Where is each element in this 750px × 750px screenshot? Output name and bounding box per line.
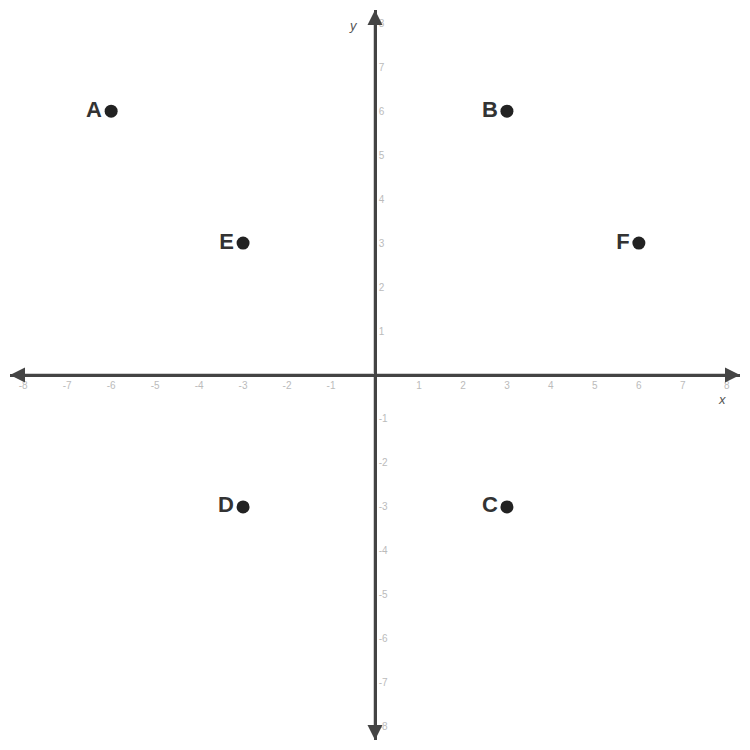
svg-text:-6: -6 xyxy=(107,380,116,391)
svg-text:1: 1 xyxy=(379,326,385,337)
svg-text:-2: -2 xyxy=(283,380,292,391)
svg-text:6: 6 xyxy=(636,380,642,391)
svg-text:-5: -5 xyxy=(379,589,388,600)
svg-text:y: y xyxy=(349,18,358,33)
svg-text:8: 8 xyxy=(724,380,730,391)
svg-text:-4: -4 xyxy=(379,545,388,556)
svg-text:4: 4 xyxy=(379,194,385,205)
svg-text:-5: -5 xyxy=(151,380,160,391)
svg-text:D: D xyxy=(218,492,234,517)
svg-text:-6: -6 xyxy=(379,633,388,644)
svg-text:7: 7 xyxy=(680,380,686,391)
svg-text:5: 5 xyxy=(592,380,598,391)
svg-text:3: 3 xyxy=(504,380,510,391)
svg-text:A: A xyxy=(86,97,102,122)
svg-text:-3: -3 xyxy=(239,380,248,391)
svg-text:-1: -1 xyxy=(327,380,336,391)
svg-text:2: 2 xyxy=(460,380,466,391)
svg-text:-8: -8 xyxy=(379,721,388,732)
svg-text:2: 2 xyxy=(379,282,385,293)
svg-text:4: 4 xyxy=(548,380,554,391)
svg-text:x: x xyxy=(718,392,726,407)
svg-text:1: 1 xyxy=(416,380,422,391)
svg-text:E: E xyxy=(219,229,234,254)
svg-text:3: 3 xyxy=(379,238,385,249)
svg-text:6: 6 xyxy=(379,106,385,117)
svg-text:5: 5 xyxy=(379,150,385,161)
svg-text:-1: -1 xyxy=(379,413,388,424)
svg-text:-4: -4 xyxy=(195,380,204,391)
svg-text:-8: -8 xyxy=(19,380,28,391)
svg-text:7: 7 xyxy=(379,62,385,73)
svg-text:-3: -3 xyxy=(379,501,388,512)
svg-text:-7: -7 xyxy=(63,380,72,391)
svg-text:C: C xyxy=(482,492,498,517)
svg-text:F: F xyxy=(616,229,629,254)
svg-text:-2: -2 xyxy=(379,457,388,468)
svg-text:-7: -7 xyxy=(379,677,388,688)
svg-text:B: B xyxy=(482,97,498,122)
svg-text:8: 8 xyxy=(379,18,385,29)
